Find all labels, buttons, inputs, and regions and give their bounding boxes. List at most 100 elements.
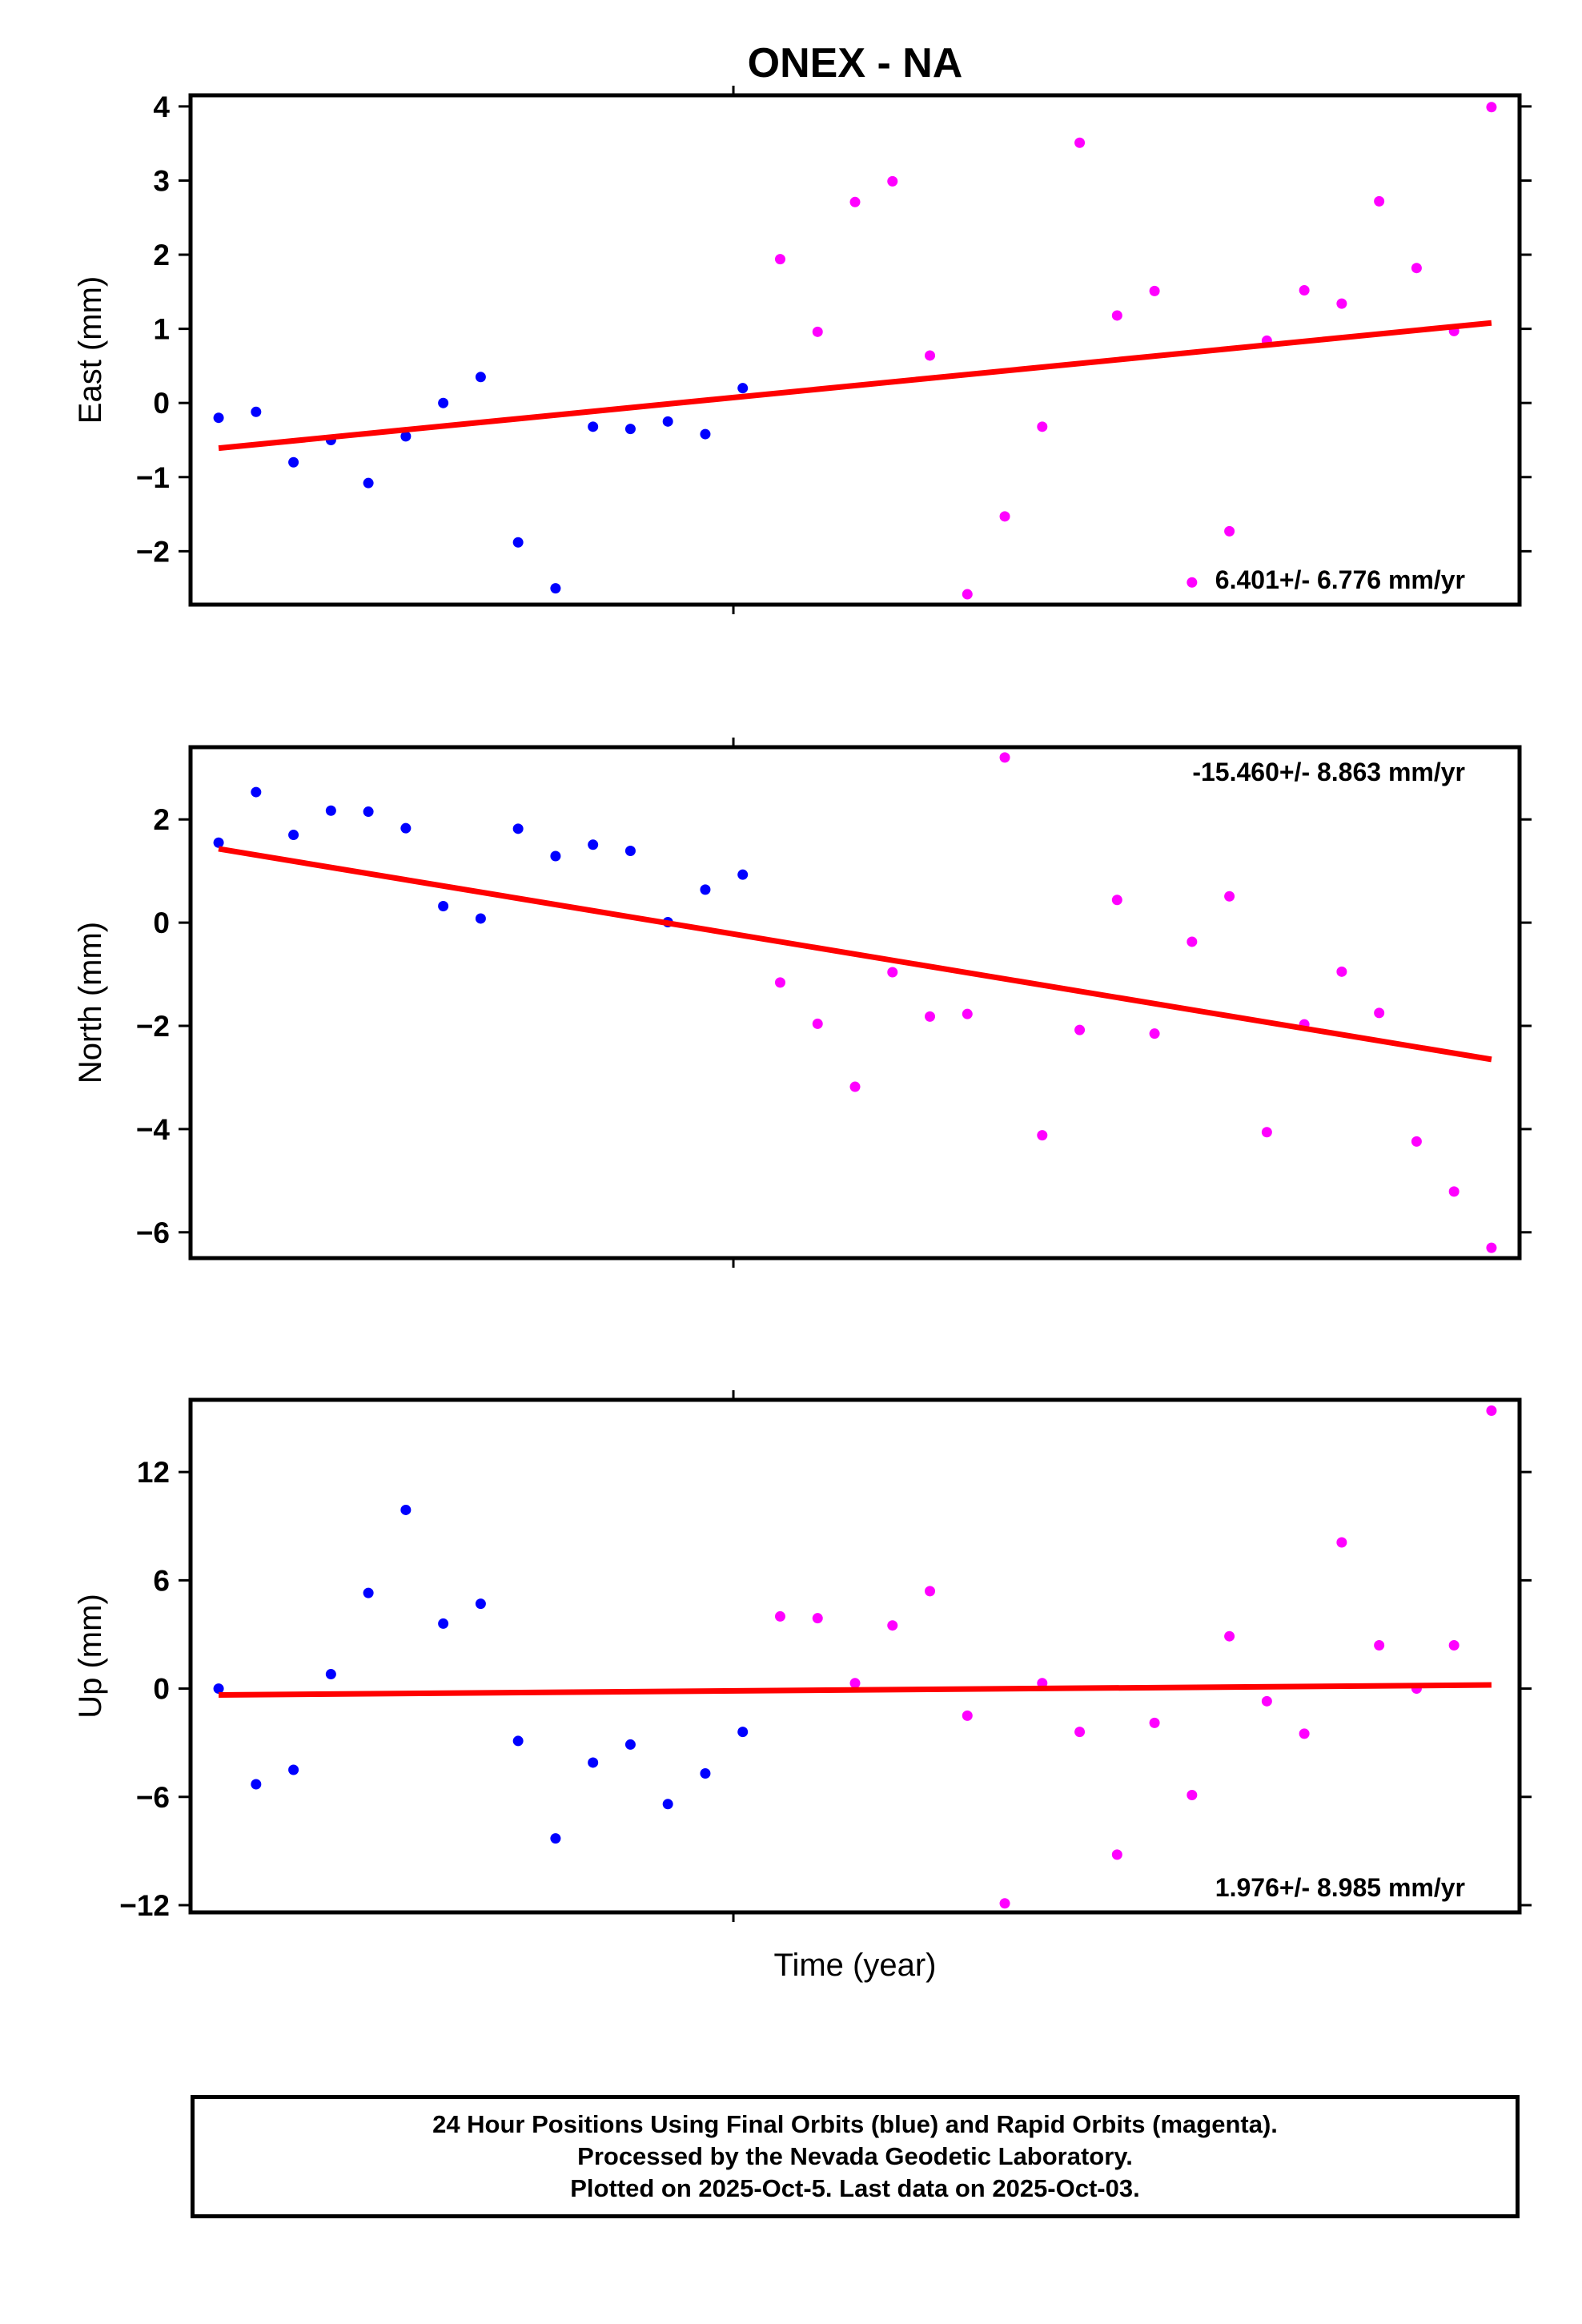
up-final-orbit-point xyxy=(550,1833,561,1844)
east-rapid-orbit-point xyxy=(1486,102,1497,113)
north-rapid-orbit-point xyxy=(812,1018,823,1029)
north-final-orbit-point xyxy=(438,900,449,911)
up-rapid-orbit-point xyxy=(962,1710,973,1721)
north-y-axis-label: North (mm) xyxy=(73,922,108,1084)
up-final-orbit-point xyxy=(213,1683,224,1695)
north-rapid-orbit-point xyxy=(1374,1007,1385,1019)
north-y-tick-label: −2 xyxy=(136,1010,170,1043)
north-final-orbit-point xyxy=(400,822,412,834)
chart-title: ONEX - NA xyxy=(748,40,963,86)
north-final-orbit-point xyxy=(550,850,561,862)
east-final-orbit-point xyxy=(624,424,636,435)
north-rapid-orbit-point xyxy=(962,1008,973,1019)
east-y-tick-label: 4 xyxy=(153,90,170,123)
north-trend-line xyxy=(218,846,1492,1063)
east-rapid-orbit-point xyxy=(1374,195,1385,207)
up-final-orbit-point xyxy=(400,1504,412,1515)
east-y-axis-label: East (mm) xyxy=(73,276,108,424)
east-y-tick-label: 2 xyxy=(153,239,170,271)
up-rapid-orbit-point xyxy=(1299,1728,1310,1739)
east-y-tick-label: 3 xyxy=(153,164,170,197)
east-rapid-orbit-point xyxy=(812,326,823,337)
caption-line-2: Processed by the Nevada Geodetic Laborat… xyxy=(577,2142,1133,2170)
north-final-orbit-point xyxy=(288,830,299,841)
east-final-orbit-point xyxy=(400,431,412,442)
north-rapid-orbit-point xyxy=(849,1081,861,1092)
up-rapid-orbit-point xyxy=(1186,1790,1198,1801)
up-rapid-orbit-point xyxy=(1486,1405,1497,1417)
east-rapid-orbit-point xyxy=(1037,421,1048,432)
north-rapid-orbit-point xyxy=(774,977,785,988)
up-y-tick-label: 0 xyxy=(153,1673,170,1706)
north-rapid-orbit-point xyxy=(1186,936,1198,947)
east-panel: 4 3 2 1 0 −1 −2 East (mm) 6.401+/- 6.776 mm/yr xyxy=(73,86,1532,614)
east-final-orbit-point xyxy=(438,397,449,408)
up-rapid-orbit-point xyxy=(812,1613,823,1624)
up-rapid-orbit-point xyxy=(1261,1695,1272,1707)
east-rate-label: 6.401+/- 6.776 mm/yr xyxy=(1215,565,1465,594)
east-rapid-orbit-point xyxy=(1299,284,1310,296)
up-rapid-orbit-point xyxy=(1111,1849,1122,1860)
north-rapid-orbit-point xyxy=(1149,1028,1160,1039)
up-final-orbit-point xyxy=(475,1598,486,1610)
east-rapid-orbit-point xyxy=(1074,137,1086,148)
up-final-orbit-point xyxy=(624,1739,636,1750)
east-final-orbit-point xyxy=(662,416,673,427)
east-y-tick-label: 1 xyxy=(153,313,170,346)
north-rate-label: -15.460+/- 8.863 mm/yr xyxy=(1192,758,1465,786)
up-final-orbit-point xyxy=(662,1799,673,1810)
east-y-tick-label: −2 xyxy=(136,535,170,568)
up-y-tick-label: 6 xyxy=(153,1564,170,1597)
north-rapid-orbit-point xyxy=(1224,891,1235,902)
up-rapid-orbit-point xyxy=(887,1620,898,1631)
up-panel: 12 6 0 −6 −12 Up (mm) 1.976+/- 8.985 mm/yr xyxy=(73,1390,1532,1922)
up-y-axis-label: Up (mm) xyxy=(73,1594,108,1719)
east-final-orbit-point xyxy=(251,406,262,417)
north-final-orbit-point xyxy=(700,884,711,895)
east-final-orbit-point xyxy=(213,412,224,424)
east-y-tick-label: −1 xyxy=(136,461,170,494)
east-rapid-orbit-point xyxy=(1111,310,1122,321)
east-y-tick-label: 0 xyxy=(153,387,170,420)
up-rapid-orbit-point xyxy=(1336,1537,1347,1548)
north-final-orbit-point xyxy=(363,806,374,818)
east-plot-frame xyxy=(188,93,1522,607)
north-rapid-orbit-point xyxy=(1448,1186,1460,1197)
east-rapid-orbit-point xyxy=(1411,263,1422,274)
up-rapid-orbit-point xyxy=(1448,1639,1460,1651)
up-y-tick-label: −6 xyxy=(136,1781,170,1814)
x-axis-label: Time (year) xyxy=(774,1948,937,1983)
east-rapid-orbit-point xyxy=(1149,285,1160,296)
up-rapid-orbit-point xyxy=(774,1610,785,1622)
east-final-orbit-point xyxy=(550,583,561,594)
north-rapid-orbit-point xyxy=(1111,895,1122,906)
east-final-orbit-point xyxy=(588,421,599,432)
up-rate-label: 1.976+/- 8.985 mm/yr xyxy=(1215,1873,1465,1902)
north-y-tick-label: 2 xyxy=(153,803,170,836)
up-rapid-orbit-point xyxy=(999,1898,1010,1909)
up-final-orbit-point xyxy=(251,1779,262,1790)
east-final-orbit-point xyxy=(288,456,299,468)
caption-line-1: 24 Hour Positions Using Final Orbits (bl… xyxy=(432,2110,1278,2138)
up-final-orbit-point xyxy=(363,1587,374,1598)
north-rapid-orbit-point xyxy=(1037,1130,1048,1141)
up-rapid-orbit-point xyxy=(925,1586,936,1597)
east-rapid-orbit-point xyxy=(849,196,861,207)
up-final-orbit-point xyxy=(325,1669,336,1680)
north-rapid-orbit-point xyxy=(1486,1242,1497,1253)
up-final-orbit-point xyxy=(588,1757,599,1768)
north-rapid-orbit-point xyxy=(1411,1136,1422,1147)
up-rapid-orbit-point xyxy=(1074,1727,1086,1738)
east-final-orbit-point xyxy=(475,372,486,383)
north-final-orbit-point xyxy=(325,805,336,816)
caption-box: 24 Hour Positions Using Final Orbits (bl… xyxy=(191,2095,1520,2218)
up-rapid-orbit-point xyxy=(1374,1639,1385,1651)
east-rapid-orbit-point xyxy=(925,350,936,361)
east-rapid-orbit-point xyxy=(962,589,973,600)
up-rapid-orbit-point xyxy=(849,1678,861,1689)
north-final-orbit-point xyxy=(624,846,636,857)
north-panel: 2 0 −2 −4 −6 North (mm) -15.460+/- 8.863 mm/yr xyxy=(73,738,1532,1268)
east-rapid-orbit-point xyxy=(1186,577,1198,588)
up-plot-frame xyxy=(188,1397,1522,1915)
up-final-orbit-point xyxy=(438,1618,449,1629)
